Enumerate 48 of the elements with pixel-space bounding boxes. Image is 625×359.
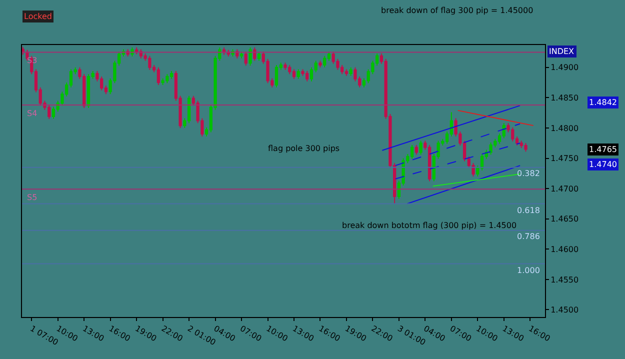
candlestick xyxy=(187,95,191,124)
annotation: 0.618 xyxy=(517,206,540,215)
candlestick xyxy=(489,142,492,156)
candlestick xyxy=(248,46,252,66)
candlestick xyxy=(135,46,138,55)
text: 1.4765 xyxy=(589,145,617,154)
candlestick xyxy=(296,68,300,80)
y-tick-label: 1.4900 xyxy=(550,63,579,72)
y-tick-label: 1.4550 xyxy=(550,275,579,284)
annotation: 0.786 xyxy=(517,232,540,241)
y-tick-label: 1.4850 xyxy=(550,94,579,102)
y-tick-label: 1.4750 xyxy=(550,154,579,164)
candlestick xyxy=(410,144,414,160)
y-tick-label: 1.4800 xyxy=(550,124,579,133)
text: 1.4740 xyxy=(589,160,617,169)
candlestick xyxy=(170,70,174,80)
ref-line-label: S4 xyxy=(27,109,38,118)
candlestick xyxy=(284,62,287,70)
y-tick-label: 1.4700 xyxy=(550,184,579,194)
annotation: 0.382 xyxy=(517,169,540,178)
candlestick xyxy=(292,68,296,80)
annotation: flag pole 300 pips xyxy=(268,144,340,153)
ref-line-label: S5 xyxy=(27,193,38,202)
candlestick xyxy=(22,46,24,56)
candlestick xyxy=(318,60,322,68)
candlestick xyxy=(253,46,256,62)
text: Locked xyxy=(24,12,52,21)
candlestick xyxy=(323,55,326,68)
text: INDEX xyxy=(549,47,575,56)
candlestick xyxy=(240,51,244,59)
text: break down of flag 300 pip = 1.45000 xyxy=(381,6,534,15)
candlestick xyxy=(274,64,278,88)
candlestick xyxy=(349,66,352,76)
y-tick-label: 1.4650 xyxy=(550,214,579,224)
annotation: 1.000 xyxy=(517,266,540,275)
candlestick xyxy=(156,66,160,86)
candlestick xyxy=(244,51,248,66)
candlestick xyxy=(428,144,432,182)
candlestick xyxy=(344,68,348,76)
candlestick xyxy=(86,74,90,108)
candlestick xyxy=(524,142,528,152)
y-tick-label: 1.4600 xyxy=(550,244,579,254)
candlestick xyxy=(414,144,418,156)
y-tick-label: 1.4500 xyxy=(550,306,579,315)
candlestick xyxy=(419,140,422,156)
text: 1.4842 xyxy=(589,98,617,107)
candlestick xyxy=(257,51,261,62)
annotation: break down bototm flag (300 pip) = 1.4500 xyxy=(342,221,517,230)
